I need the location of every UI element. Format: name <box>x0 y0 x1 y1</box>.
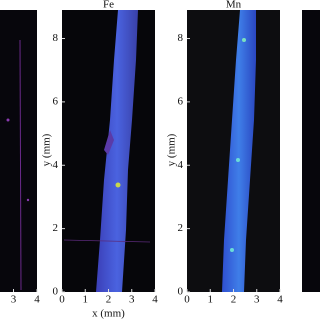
y-tick-label: 8 <box>53 32 59 44</box>
x-tick-label: 3 <box>254 294 260 306</box>
map-feature <box>230 248 234 252</box>
y-tick-label: 4 <box>178 159 184 171</box>
panel-title: Fe <box>103 0 114 11</box>
x-tick-label: 4 <box>34 294 40 306</box>
map-feature <box>6 118 10 122</box>
x-tick-label: 2 <box>231 294 237 306</box>
y-tick-label: 6 <box>178 95 184 107</box>
y-axis-label: y (mm) <box>41 133 53 166</box>
map-vein <box>222 10 256 292</box>
map-feature <box>19 39 22 291</box>
element-map <box>302 10 320 292</box>
x-tick-label: 4 <box>152 294 158 306</box>
y-tick-label: 2 <box>178 222 184 234</box>
panel-title: Mn <box>226 0 242 11</box>
y-tick-label: 2 <box>53 222 59 234</box>
x-tick-label: 1 <box>208 294 214 306</box>
map-feature <box>242 38 246 42</box>
y-tick-label: 8 <box>178 32 184 44</box>
x-tick-label: 3 <box>129 294 135 306</box>
y-tick-label: 0 <box>178 286 184 298</box>
map-feature <box>236 158 240 162</box>
x-tick-label: 1 <box>83 294 89 306</box>
y-tick-label: 4 <box>53 159 59 171</box>
map-vein <box>96 10 138 292</box>
x-tick-label: 3 <box>11 294 17 306</box>
y-tick-label: 6 <box>53 95 59 107</box>
map-feature <box>26 198 30 202</box>
x-axis-label: x (mm) <box>92 308 125 320</box>
x-tick-label: 2 <box>106 294 112 306</box>
map-feature <box>104 130 114 155</box>
map-feature <box>115 182 121 188</box>
y-tick-label: 0 <box>53 286 59 298</box>
y-axis-label: y (mm) <box>166 133 178 166</box>
map-feature <box>63 239 151 243</box>
x-tick-label: 0 <box>59 294 65 306</box>
x-tick-label: 4 <box>277 294 283 306</box>
x-tick-label: 0 <box>184 294 190 306</box>
element-map <box>0 10 37 292</box>
